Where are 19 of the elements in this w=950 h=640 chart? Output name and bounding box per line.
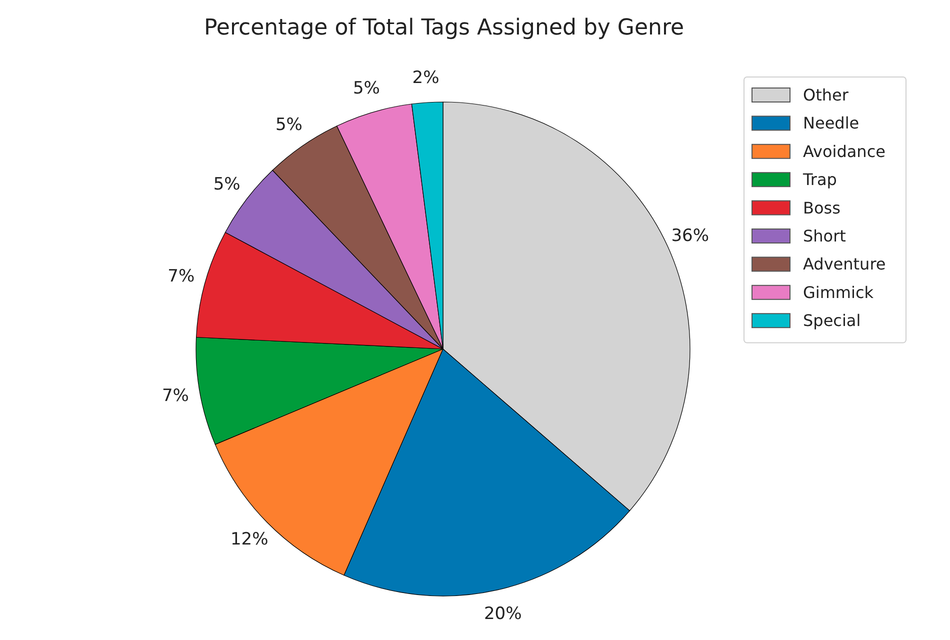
legend-label: Avoidance [803,142,886,161]
legend-label: Special [803,311,861,330]
legend-label: Needle [803,114,860,133]
data-label: 5% [275,115,302,136]
data-label: 7% [162,386,189,406]
data-label: 5% [213,174,240,194]
legend-label: Gimmick [803,282,874,302]
data-label: 20% [484,604,522,624]
data-label: 36% [671,226,710,246]
chart-title: Percentage of Total Tags Assigned by Genre [204,16,684,40]
legend-label: Trap [802,170,837,190]
legend-label: Boss [803,198,840,218]
data-label: 2% [412,68,440,88]
data-label: 7% [168,266,195,287]
data-label: 5% [352,78,380,98]
legend-label: Other [803,86,849,104]
data-label: 12% [230,530,268,550]
legend-label: Short [803,226,846,246]
legend-label: Adventure [803,254,886,274]
